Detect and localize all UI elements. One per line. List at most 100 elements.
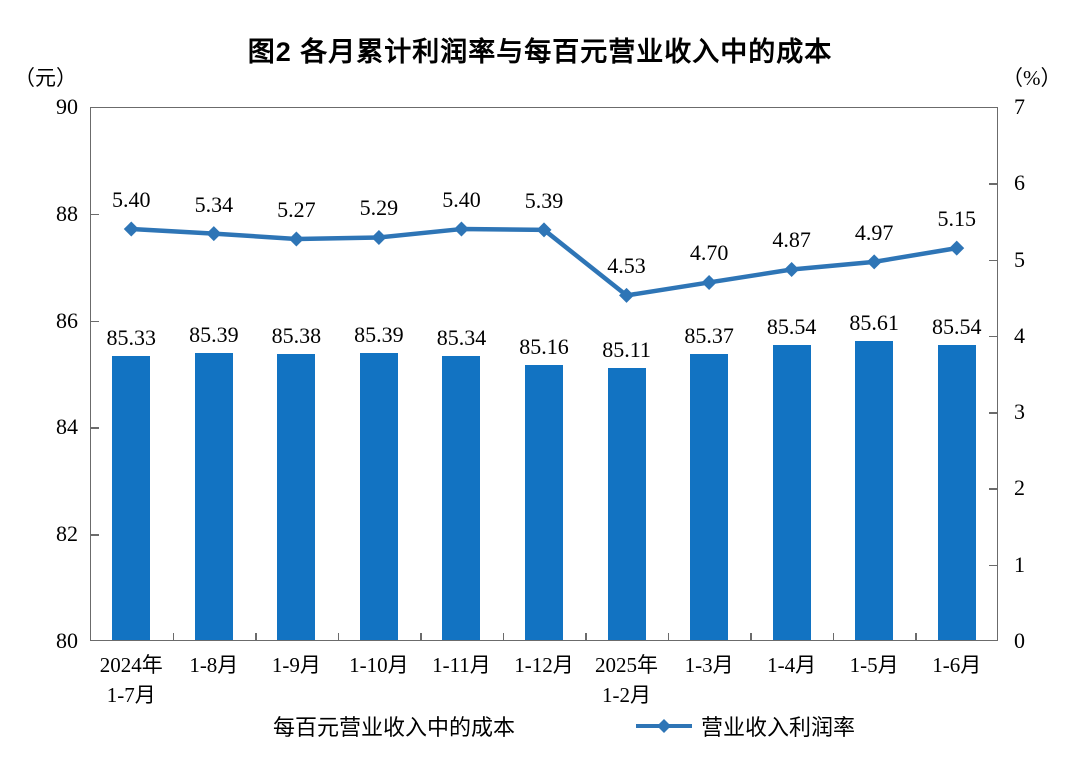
legend-item-line: 营业收入利润率 (635, 710, 855, 742)
line-value-label: 5.27 (277, 196, 316, 222)
bar-value-label: 85.33 (106, 325, 157, 351)
bar (525, 365, 563, 640)
x-axis-category-label: 1-6月 (932, 653, 982, 677)
bar-value-label: 85.37 (684, 323, 734, 349)
x-axis-tick (255, 633, 257, 641)
bar (607, 368, 646, 640)
x-axis-tick (337, 633, 340, 641)
left-axis-tick-label: 88 (56, 200, 78, 226)
x-axis-category-label: 1-3月 (684, 653, 734, 677)
right-axis-tick-label: 1 (1014, 551, 1025, 577)
bar-value-label: 85.34 (436, 324, 487, 350)
x-axis-category-label: 1-5月 (849, 653, 899, 677)
diamond-marker (619, 287, 635, 303)
left-axis-tick-label: 90 (56, 94, 78, 119)
diamond-marker (453, 221, 469, 237)
bar (112, 356, 151, 640)
bar-value-label: 85.11 (602, 337, 651, 363)
left-axis-tick (90, 427, 99, 429)
bar (937, 345, 976, 640)
left-axis-tick-label: 80 (56, 628, 78, 653)
x-axis-category-label: 2024年 1-7月 (99, 653, 163, 707)
right-axis-tick (989, 564, 998, 567)
x-axis-category-label: 1-9月 (271, 653, 321, 677)
bar (442, 355, 481, 640)
line-value-label: 4.87 (772, 227, 811, 253)
line-value-label: 5.40 (112, 187, 151, 213)
bar-value-label: 85.61 (849, 310, 899, 336)
bar (359, 353, 398, 640)
right-axis-tick-label: 3 (1014, 399, 1025, 425)
left-axis-unit: （元） (14, 66, 77, 90)
bar (690, 354, 729, 640)
bar (772, 345, 811, 640)
right-axis-unit: （%） (1002, 66, 1062, 90)
diamond-marker (784, 261, 800, 277)
right-axis-tick (989, 335, 998, 338)
right-axis-tick-label: 6 (1014, 170, 1025, 196)
right-axis-tick-label: 0 (1014, 628, 1025, 653)
bar (855, 341, 894, 640)
right-axis-tick-label: 7 (1014, 94, 1025, 119)
left-axis-tick (90, 213, 99, 216)
legend-item-bar: 每百元营业收入中的成本 (225, 710, 515, 742)
x-axis-tick (750, 633, 752, 641)
left-axis-tick (90, 534, 99, 536)
right-axis-tick (989, 412, 998, 414)
bar (277, 353, 316, 640)
x-axis-category-label: 2025年 1-2月 (595, 653, 659, 707)
line-value-label: 5.15 (937, 206, 976, 232)
line-value-label: 5.29 (359, 195, 399, 221)
legend-bar-label: 每百元营业收入中的成本 (272, 715, 515, 740)
bar-value-label: 85.54 (931, 314, 982, 340)
line-value-label: 4.97 (854, 219, 894, 245)
line-value-label: 5.40 (442, 187, 481, 213)
bar-value-label: 85.39 (354, 322, 404, 348)
x-axis-category-label: 1-12月 (514, 653, 574, 677)
diamond-marker (206, 226, 222, 242)
legend: 每百元营业收入中的成本 营业收入利润率 (0, 710, 1080, 742)
diamond-marker (288, 231, 304, 247)
x-axis-category-label: 1-8月 (189, 653, 239, 677)
bar (194, 353, 233, 640)
line-series-swatch (636, 719, 692, 733)
legend-line-label: 营业收入利润率 (701, 715, 856, 740)
x-axis-tick (502, 633, 505, 641)
right-axis-tick (989, 488, 998, 490)
diamond-marker (701, 274, 717, 290)
x-axis-tick (172, 633, 175, 641)
plot-area (90, 107, 998, 641)
x-axis-tick (832, 633, 835, 641)
right-axis-tick-label: 4 (1014, 322, 1025, 348)
bar-value-label: 85.16 (519, 334, 569, 360)
bar-series-swatch (225, 719, 265, 733)
x-axis-tick (420, 633, 422, 641)
diamond-marker (371, 229, 387, 245)
left-axis-tick (90, 320, 99, 323)
right-axis-tick-label: 5 (1014, 246, 1025, 272)
bar-value-label: 85.54 (766, 314, 817, 340)
x-axis-tick (915, 633, 917, 641)
diamond-marker (949, 240, 965, 256)
line-value-label: 5.39 (524, 187, 564, 213)
x-axis-category-label: 1-11月 (432, 653, 491, 677)
right-axis-tick (989, 183, 998, 185)
bar-value-label: 85.38 (271, 322, 322, 348)
right-axis-tick (989, 259, 998, 262)
line-value-label: 4.70 (689, 240, 729, 266)
x-axis-tick (585, 633, 587, 641)
diamond-marker (536, 222, 552, 238)
x-axis-tick (667, 633, 670, 641)
diamond-marker (123, 221, 139, 237)
line-value-label: 5.34 (194, 191, 234, 217)
diamond-marker (866, 254, 882, 270)
right-axis-tick-label: 2 (1014, 475, 1025, 501)
x-axis-category-label: 1-4月 (767, 653, 817, 677)
left-axis-tick-label: 82 (56, 521, 78, 547)
line-value-label: 4.53 (607, 253, 646, 279)
chart-title: 图2 各月累计利润率与每百元营业收入中的成本 (247, 37, 833, 67)
x-axis-category-label: 1-10月 (349, 653, 409, 677)
left-axis-tick-label: 86 (56, 307, 78, 333)
left-axis-tick-label: 84 (56, 414, 78, 440)
